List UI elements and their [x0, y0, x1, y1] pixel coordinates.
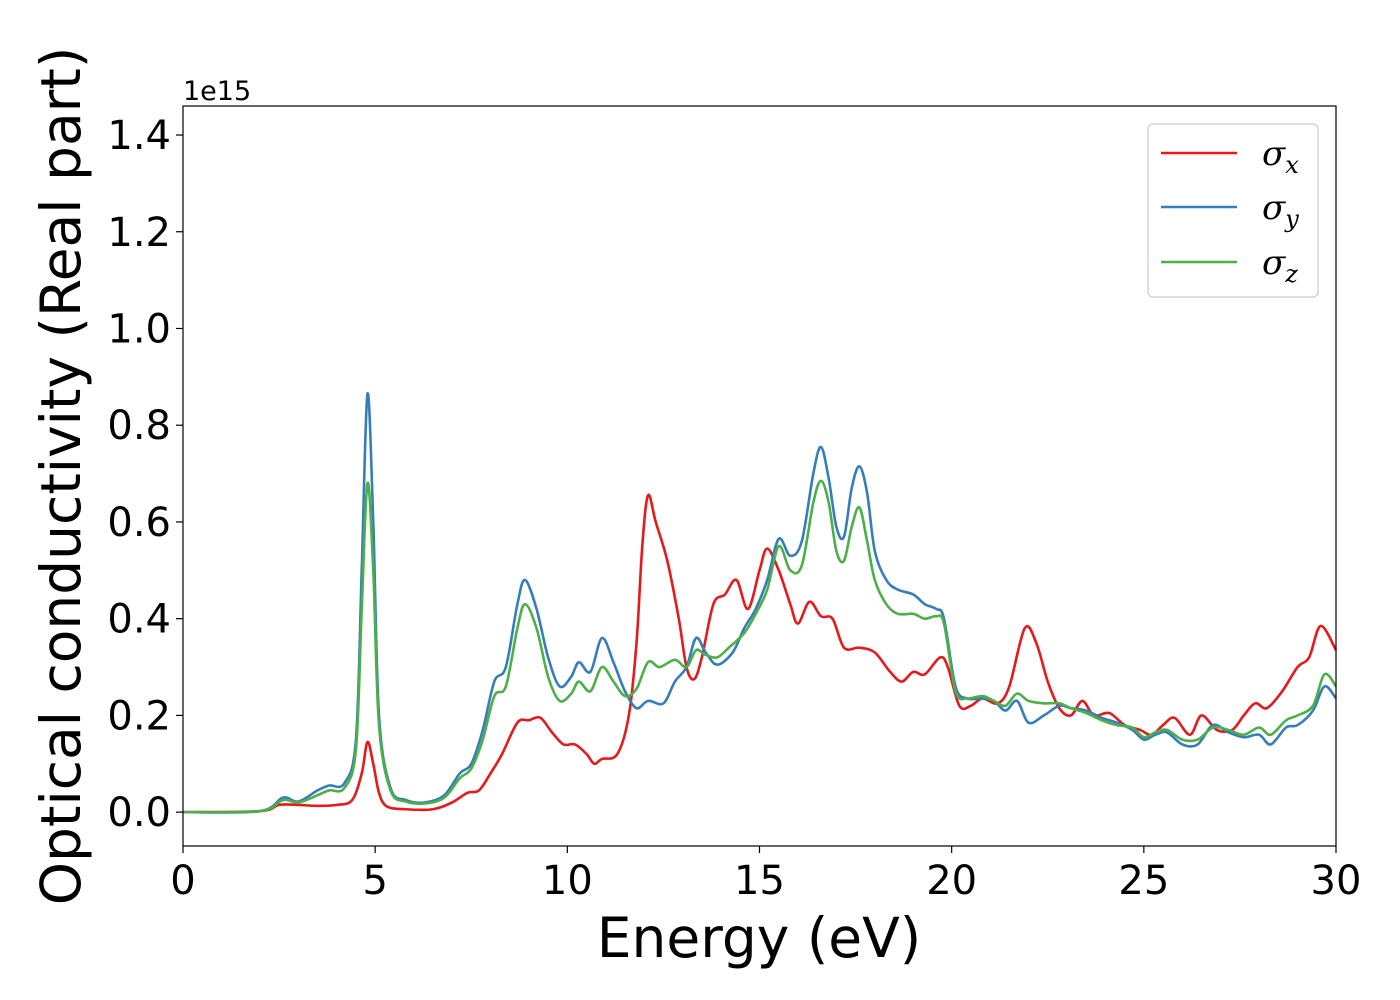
- y-tick-label: 0.6: [107, 500, 171, 546]
- x-tick-label: 30: [1311, 858, 1362, 904]
- plot-lines: [182, 392, 1338, 814]
- x-tick-label: 5: [362, 858, 387, 904]
- y-tick-label: 1.4: [107, 113, 171, 159]
- y-tick-label: 1.2: [107, 210, 171, 256]
- x-tick-label: 15: [734, 858, 785, 904]
- x-axis-label: Energy (eV): [597, 906, 921, 970]
- series-line-z: [182, 479, 1338, 814]
- x-tick-label: 20: [926, 858, 977, 904]
- y-tick-label: 0.0: [107, 790, 171, 836]
- x-tick-label: 0: [170, 858, 195, 904]
- y-offset-label: 1e15: [183, 76, 251, 107]
- y-axis-ticks: 0.0 0.2 0.4 0.6 0.8 1.0 1.2 1.4: [107, 113, 183, 836]
- y-axis-label: Optical conductivity (Real part): [29, 47, 93, 906]
- series-line-x: [182, 493, 1338, 814]
- x-tick-label: 10: [542, 858, 593, 904]
- y-tick-label: 1.0: [107, 306, 171, 352]
- legend: σx σy σz: [1147, 123, 1319, 298]
- legend-frame: [1147, 123, 1319, 298]
- y-tick-label: 0.8: [107, 403, 171, 449]
- legend-label-x: σx: [1262, 134, 1299, 179]
- x-axis-ticks: 0 5 10 15 20 25 30: [170, 846, 1361, 904]
- x-tick-label: 25: [1118, 858, 1169, 904]
- legend-label-y: σy: [1262, 188, 1299, 233]
- y-tick-label: 0.2: [107, 693, 171, 739]
- legend-label-z: σz: [1262, 243, 1298, 288]
- y-tick-label: 0.4: [107, 597, 171, 643]
